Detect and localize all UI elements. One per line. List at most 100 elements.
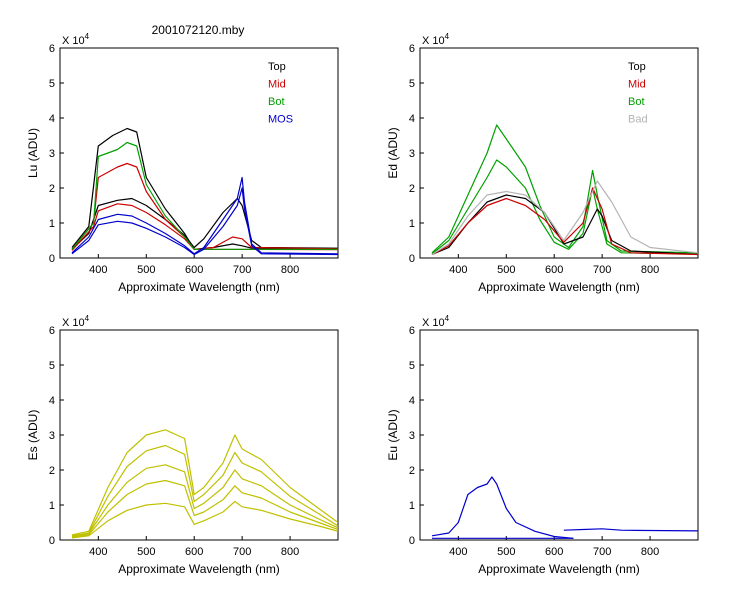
lu-multiplier-exp: 4: [85, 32, 90, 41]
lu-ytick-label: 1: [49, 218, 55, 230]
lu-ytick-label: 0: [49, 253, 55, 265]
ed-xtick-label: 600: [545, 264, 563, 276]
lu-ytick-label: 3: [49, 148, 55, 160]
eu-ytick-label: 6: [409, 325, 415, 337]
ed-ylabel: Ed (ADU): [386, 127, 400, 178]
lu-series-mos-5: [71, 176, 338, 255]
ed-legend-bad: Bad: [628, 114, 648, 126]
eu-xtick-label: 500: [497, 546, 515, 558]
ed-series-mid-3: [431, 187, 698, 256]
ed-ytick-label: 2: [409, 183, 415, 195]
ed-plot-frame: [419, 47, 699, 259]
lu-legend-bot: Bot: [268, 96, 285, 108]
ed-legend-mid: Mid: [628, 79, 646, 91]
ed-xtick-label: 400: [449, 264, 467, 276]
es-series-es-3: [71, 479, 338, 538]
eu-multiplier-base: X 10: [422, 317, 445, 329]
es-multiplier-label: X 104: [62, 314, 90, 329]
lu-ytick-label: 2: [49, 183, 55, 195]
eu-plot-frame: [419, 329, 699, 541]
lu-series-top-0: [71, 127, 338, 250]
lu-plot-frame: [59, 47, 339, 259]
es-ytick-label: 3: [49, 430, 55, 442]
eu-series-group: [431, 476, 698, 539]
eu-series-eu-0: [431, 476, 574, 539]
lu-series-bot-4: [71, 141, 338, 250]
eu-xtick-label: 400: [449, 546, 467, 558]
es-series-group: [71, 429, 338, 539]
es-xtick-label: 600: [185, 546, 203, 558]
es-ylabel: Es (ADU): [26, 410, 40, 461]
eu-ytick-label: 1: [409, 500, 415, 512]
es-multiplier-exp: 4: [85, 314, 90, 323]
eu-ytick-label: 0: [409, 535, 415, 547]
lu-legend-top: Top: [268, 61, 286, 73]
lu-xtick-label: 500: [137, 264, 155, 276]
es-series-es-4: [71, 500, 338, 539]
ed-ytick-label: 0: [409, 253, 415, 265]
ed-legend-bot: Bot: [628, 96, 645, 108]
ed-xtick-label: 800: [641, 264, 659, 276]
es-ytick-label: 0: [49, 535, 55, 547]
ed-series-bad-4: [431, 180, 698, 256]
eu-ytick-label: 5: [409, 360, 415, 372]
ed-series-bot-0: [431, 124, 698, 254]
lu-xlabel: Approximate Wavelength (nm): [118, 280, 280, 294]
lu-multiplier-label: X 104: [62, 32, 90, 47]
eu-multiplier-label: X 104: [422, 314, 450, 329]
ed-series-bot-1: [431, 159, 698, 255]
eu-xtick-label: 600: [545, 546, 563, 558]
lu-ylabel: Lu (ADU): [26, 128, 40, 178]
ed-legend-top: Top: [628, 61, 646, 73]
eu-ytick-label: 3: [409, 430, 415, 442]
lu-xtick-label: 400: [89, 264, 107, 276]
ed-multiplier-exp: 4: [445, 32, 450, 41]
lu-series-mid-3: [71, 203, 338, 251]
es-series-es-2: [71, 464, 338, 538]
ed-multiplier-base: X 10: [422, 35, 445, 47]
ed-ytick-label: 4: [409, 113, 415, 125]
eu-ytick-label: 2: [409, 465, 415, 477]
eu-series-eu-2: [563, 528, 698, 532]
ed-xlabel: Approximate Wavelength (nm): [478, 280, 640, 294]
es-ytick-label: 6: [49, 325, 55, 337]
es-xtick-label: 700: [233, 546, 251, 558]
es-xtick-label: 800: [281, 546, 299, 558]
figure-title: 2001072120.mby: [152, 23, 245, 37]
lu-xtick-label: 600: [185, 264, 203, 276]
eu-xtick-label: 800: [641, 546, 659, 558]
lu-series-group: [71, 127, 338, 256]
es-xtick-label: 500: [137, 546, 155, 558]
ed-ytick-label: 6: [409, 43, 415, 55]
es-xtick-label: 400: [89, 546, 107, 558]
es-ytick-label: 4: [49, 395, 55, 407]
lu-legend-mid: Mid: [268, 79, 286, 91]
lu-xtick-label: 800: [281, 264, 299, 276]
ed-xtick-label: 700: [593, 264, 611, 276]
es-series-es-0: [71, 429, 338, 536]
eu-ylabel: Eu (ADU): [386, 409, 400, 460]
es-ytick-label: 5: [49, 360, 55, 372]
lu-series-mos-6: [71, 187, 338, 256]
es-ytick-label: 2: [49, 465, 55, 477]
es-xlabel: Approximate Wavelength (nm): [118, 562, 280, 576]
lu-ytick-label: 4: [49, 113, 55, 125]
es-ytick-label: 1: [49, 500, 55, 512]
eu-multiplier-exp: 4: [445, 314, 450, 323]
lu-multiplier-base: X 10: [62, 35, 85, 47]
eu-xtick-label: 700: [593, 546, 611, 558]
lu-series-mid-2: [71, 162, 338, 250]
es-multiplier-base: X 10: [62, 317, 85, 329]
ed-ytick-label: 1: [409, 218, 415, 230]
eu-xlabel: Approximate Wavelength (nm): [478, 562, 640, 576]
ed-series-group: [431, 124, 698, 256]
ed-multiplier-label: X 104: [422, 32, 450, 47]
ed-xtick-label: 500: [497, 264, 515, 276]
lu-ytick-label: 5: [49, 78, 55, 90]
eu-ytick-label: 4: [409, 395, 415, 407]
